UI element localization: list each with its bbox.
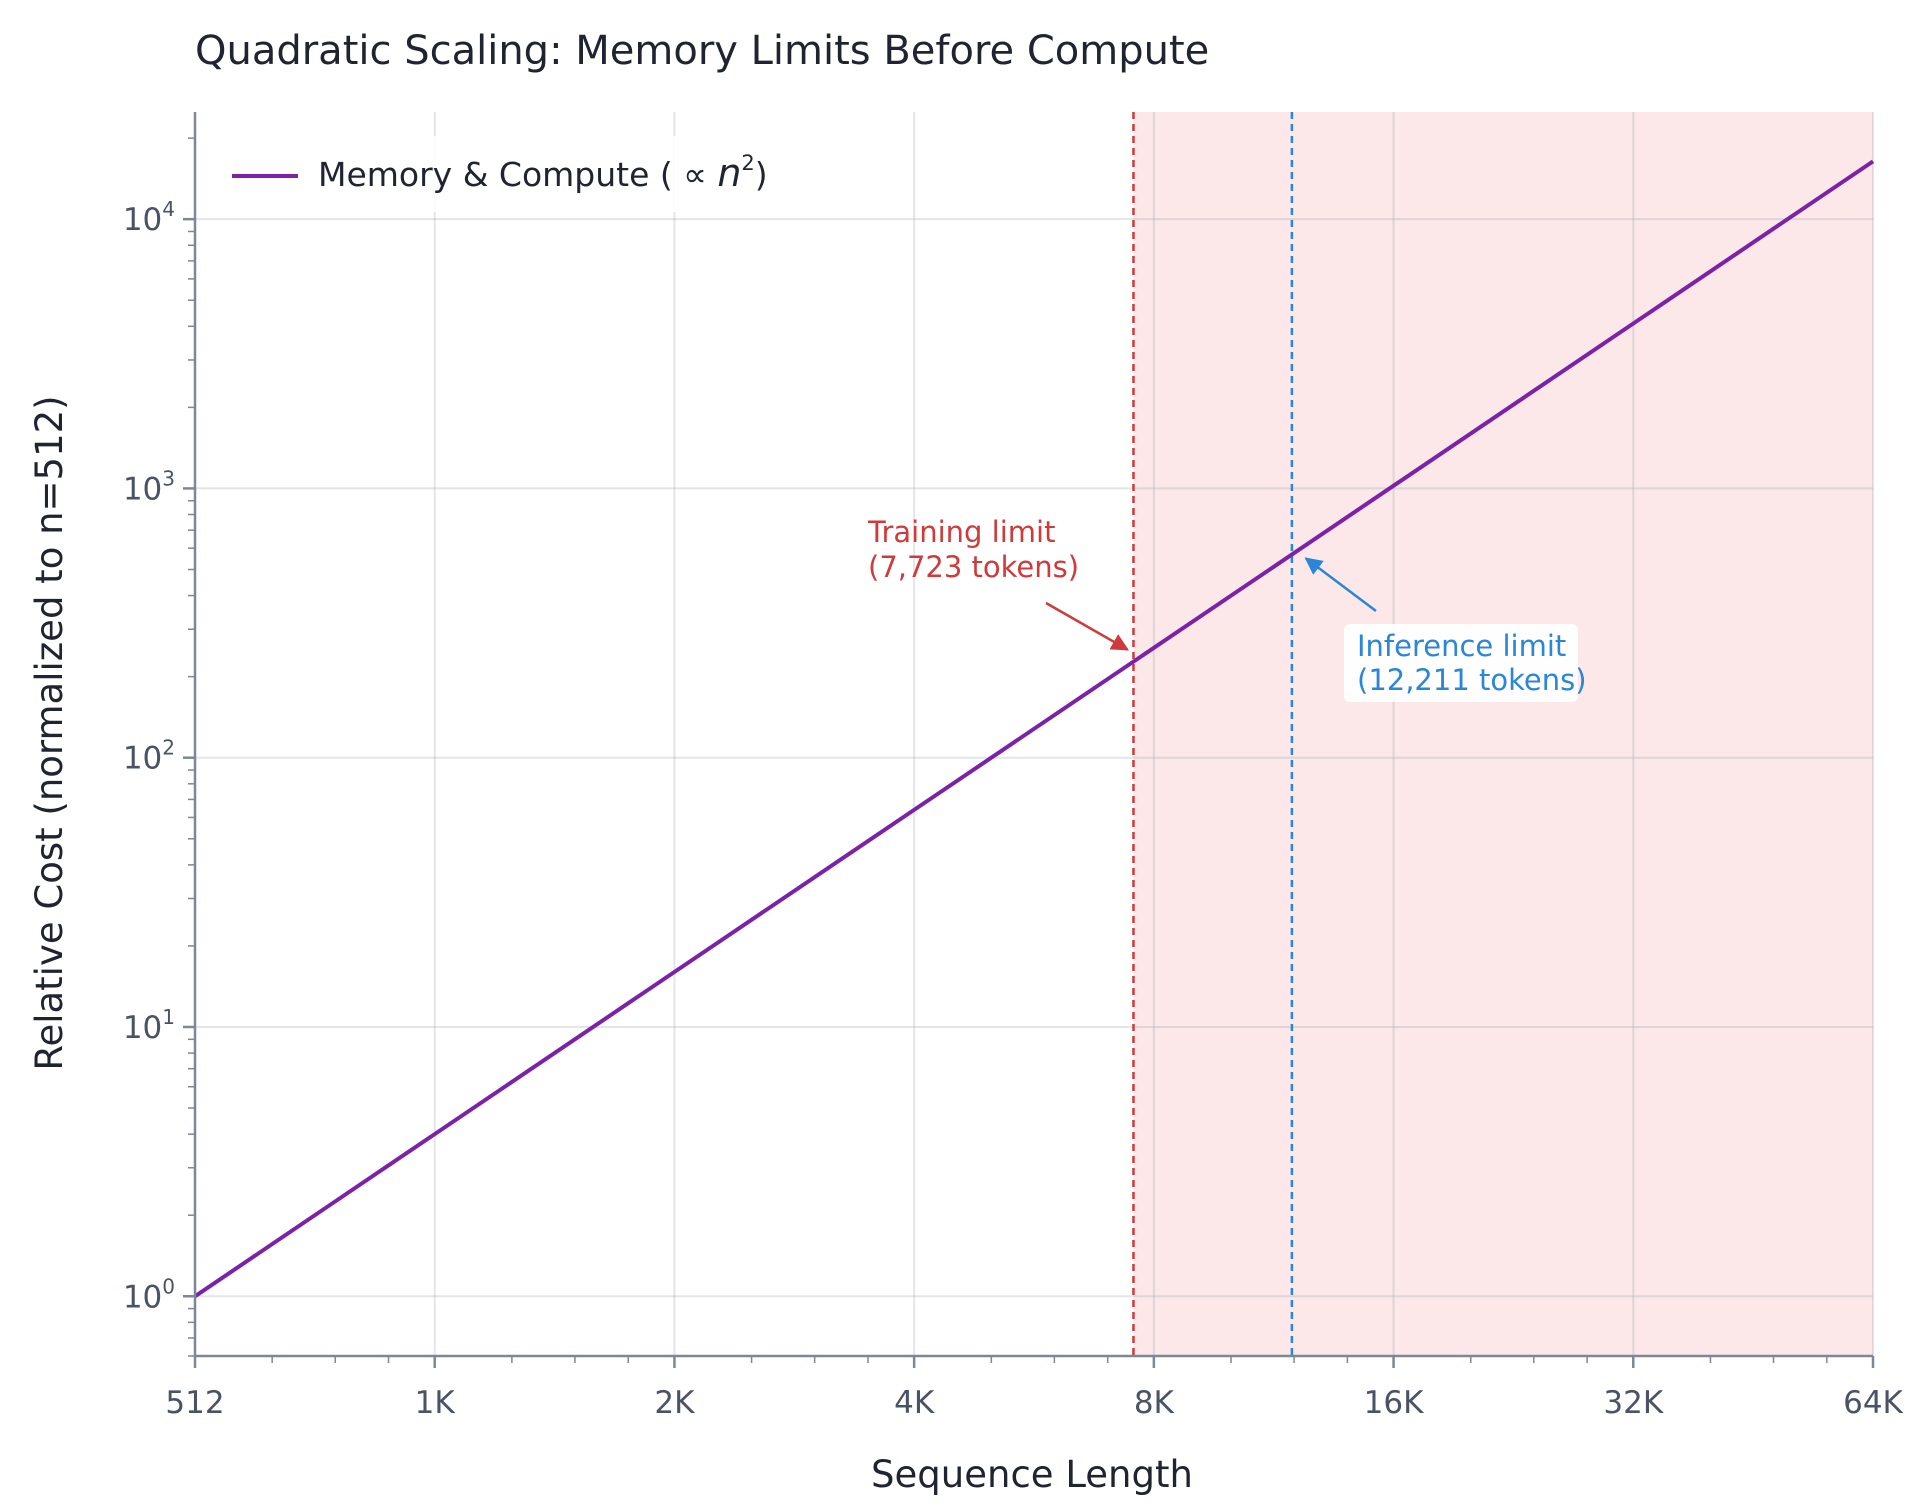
y-tick-label-base-0: 10 (123, 1279, 162, 1315)
grid-layer (194, 112, 1874, 1356)
series-point-0-2 (672, 970, 676, 974)
y-tick-label-3: 103 (123, 466, 175, 507)
legend-label-suffix: ) (755, 155, 768, 194)
inference-limit-arrow (1304, 557, 1377, 612)
y-tick-label-exp-0: 0 (162, 1274, 175, 1298)
x-tick-label-0: 512 (165, 1385, 224, 1421)
shaded-region (1133, 112, 1873, 1356)
limit-lines-layer (1132, 112, 1294, 1356)
legend-label-exp: 2 (741, 151, 754, 175)
chart-title: Quadratic Scaling: Memory Limits Before … (195, 28, 1209, 74)
y-axis-title: Relative Cost (normalized to n=512) (28, 395, 71, 1070)
annotations-layer: Training limit(7,723 tokens) Inference li… (867, 515, 1587, 702)
y-tick-label-exp-1: 1 (162, 1005, 175, 1029)
training-limit-arrow (1045, 601, 1129, 651)
x-tick-label-4: 8K (1134, 1385, 1175, 1421)
y-tick-label-1: 101 (123, 1005, 175, 1046)
y-tick-label-exp-4: 4 (162, 197, 175, 221)
x-tick-label-5: 16K (1364, 1385, 1424, 1421)
series-point-0-4 (1152, 646, 1156, 650)
x-tick-label-6: 32K (1603, 1385, 1663, 1421)
training-limit-label-line2: (7,723 tokens) (868, 550, 1079, 584)
y-tick-label-base-4: 10 (123, 202, 162, 238)
legend: Memory & Compute ( ∝ n2) (218, 136, 788, 212)
series-point-0-7 (1871, 159, 1875, 163)
legend-label: Memory & Compute ( ∝ n2) (318, 151, 768, 195)
inference-limit-label-line2: (12,211 tokens) (1357, 663, 1587, 697)
y-tick-label-4: 104 (123, 197, 175, 238)
shaded-region-layer (1133, 112, 1873, 1356)
x-axis-title: Sequence Length (871, 1453, 1193, 1496)
x-tick-label-7: 64K (1843, 1385, 1903, 1421)
y-tick-label-0: 100 (123, 1274, 175, 1315)
legend-background (218, 136, 788, 212)
series-layer (193, 159, 1875, 1298)
x-tick-label-3: 4K (894, 1385, 935, 1421)
x-tick-label-1: 1K (415, 1385, 456, 1421)
series-point-0-1 (433, 1132, 437, 1136)
y-tick-label-2: 102 (123, 736, 175, 777)
series-point-0-5 (1392, 484, 1396, 488)
inference-limit-label-line1: Inference limit (1357, 629, 1566, 663)
series-line-0 (193, 159, 1875, 1298)
y-tick-label-exp-3: 3 (162, 466, 175, 490)
y-tick-label-base-2: 10 (123, 741, 162, 777)
legend-label-var: n (717, 151, 741, 195)
y-tick-label-base-1: 10 (123, 1010, 162, 1046)
series-point-0-3 (912, 808, 916, 812)
y-tick-label-base-3: 10 (123, 471, 162, 507)
training-limit-label-line1: Training limit (867, 515, 1055, 549)
y-tick-label-exp-2: 2 (162, 736, 175, 760)
series-point-0-6 (1631, 322, 1635, 326)
legend-label-prefix: Memory & Compute ( ∝ (318, 155, 717, 194)
axes-layer (193, 112, 1873, 1358)
x-tick-label-2: 2K (654, 1385, 695, 1421)
inference-limit-label-box (1344, 624, 1578, 702)
